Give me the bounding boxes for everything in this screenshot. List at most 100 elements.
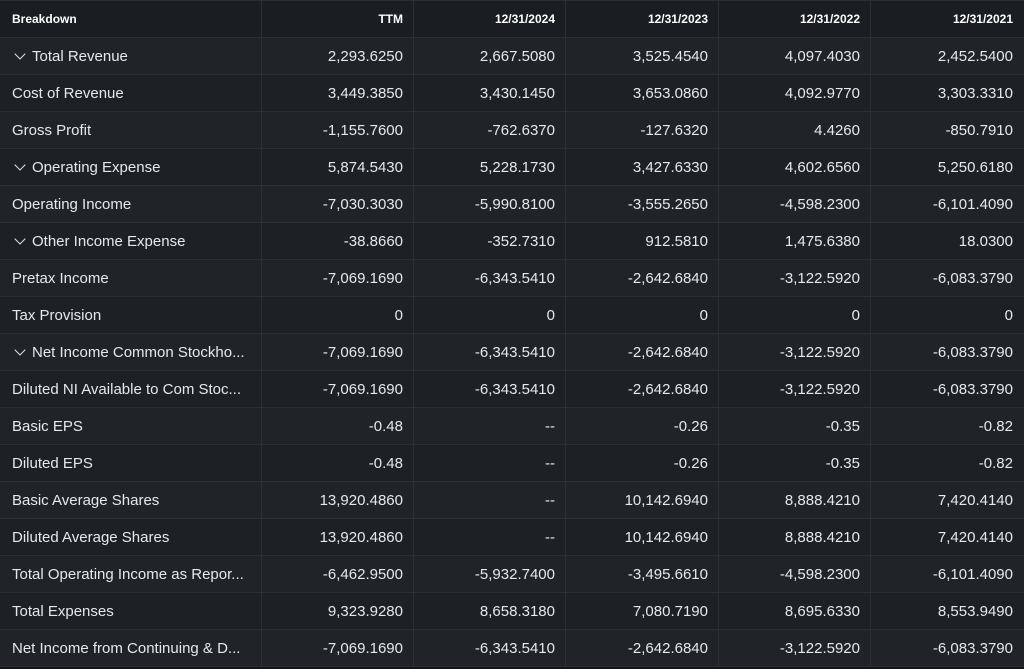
table-row[interactable]: Net Income Common Stockho... -7,069.1690-…: [0, 334, 1024, 371]
value-cell: -0.35: [719, 445, 871, 481]
header-breakdown: Breakdown: [0, 1, 262, 37]
value-cell: 8,658.3180: [414, 593, 566, 629]
value-cell: 3,427.6330: [566, 149, 719, 185]
row-label-cell: Operating Income: [0, 186, 262, 222]
table-row: Operating Income -7,030.3030 -5,990.8100 -3…: [0, 186, 1024, 223]
row-label-cell: Total Expenses: [0, 593, 262, 629]
table-header: Breakdown TTM 12/31/2024 12/31/2023 12/3…: [0, 0, 1024, 38]
header-ttm: TTM: [262, 1, 414, 37]
row-label-cell: Basic Average Shares: [0, 482, 262, 518]
row-label-cell[interactable]: Operating Expense: [0, 149, 262, 185]
value-cell: -3,555.2650: [566, 186, 719, 222]
chevron-down-icon[interactable]: [14, 159, 26, 171]
value-cell: -0.26: [566, 408, 719, 444]
value-cell: 0: [719, 297, 871, 333]
header-2023: 12/31/2023: [566, 1, 719, 37]
table-row: Net Income from Continuing & D... -7,069.…: [0, 630, 1024, 667]
value-cell: 3,303.3310: [937, 84, 1013, 102]
value-cell: 5,250.6180: [937, 158, 1013, 176]
row-label: Total Operating Income as Repor...: [12, 565, 244, 583]
row-label: Tax Provision: [12, 306, 102, 324]
value-cell: 8,553.9490: [937, 602, 1013, 620]
header-2024: 12/31/2024: [414, 1, 566, 37]
value-cell: -6,101.4090: [932, 195, 1013, 213]
value-cell: -6,462.9500: [262, 556, 414, 592]
value-cell: 0: [414, 297, 566, 333]
row-label-cell[interactable]: Other Income Expense: [0, 223, 262, 259]
value-cell: 3,653.0860: [566, 75, 719, 111]
value-cell: -6,343.5410: [414, 371, 566, 407]
value-cell: -6,343.5410: [414, 260, 566, 296]
row-label: Diluted EPS: [12, 454, 93, 472]
value-cell: 13,920.4860: [262, 519, 414, 555]
value-cell: -2,642.6840: [566, 371, 719, 407]
chevron-down-icon[interactable]: [14, 344, 26, 356]
value-cell: -7,069.1690: [262, 260, 414, 296]
value-cell: -5,932.7400: [414, 556, 566, 592]
row-label: Total Expenses: [12, 602, 114, 620]
table-row: Gross Profit -1,155.7600 -762.6370 -127.632…: [0, 112, 1024, 149]
table-row: Basic EPS -0.48 -- -0.26 -0.35 -0.82: [0, 408, 1024, 445]
row-label: Basic EPS: [12, 417, 83, 435]
row-label: Pretax Income: [12, 269, 109, 287]
value-cell: -7,069.1690: [262, 334, 414, 370]
value-cell: -0.48: [262, 445, 414, 481]
value-cell: -4,598.2300: [719, 556, 871, 592]
value-cell: 3,449.3850: [262, 75, 414, 111]
value-cell: 1,475.6380: [719, 223, 871, 259]
value-cell: 3,525.4540: [566, 38, 719, 74]
table-row[interactable]: Total Revenue 2,293.6250 2,667.5080 3,525.4…: [0, 38, 1024, 75]
table-body: Total Revenue 2,293.6250 2,667.5080 3,525.4…: [0, 38, 1024, 667]
value-cell: 4,092.9770: [719, 75, 871, 111]
row-label: Operating Income: [12, 195, 132, 213]
value-cell: -6,083.3790: [932, 269, 1013, 287]
row-label: Total Revenue: [32, 47, 128, 65]
value-cell: -2,642.6840: [566, 334, 719, 370]
header-2021: 12/31/2021: [952, 12, 1013, 26]
value-cell: -762.6370: [414, 112, 566, 148]
table-row: Total Operating Income as Repor... -6,462…: [0, 556, 1024, 593]
value-cell: 0: [262, 297, 414, 333]
value-cell: 0: [1004, 306, 1013, 324]
chevron-down-icon[interactable]: [14, 233, 26, 245]
row-label: Net Income Common Stockho...: [32, 343, 245, 361]
row-label-cell[interactable]: Total Revenue: [0, 38, 262, 74]
header-2022: 12/31/2022: [719, 1, 871, 37]
row-label-cell: Total Operating Income as Repor...: [0, 556, 262, 592]
value-cell: 2,293.6250: [262, 38, 414, 74]
table-row: Diluted EPS -0.48 -- -0.26 -0.35 -0.82: [0, 445, 1024, 482]
value-cell: -3,122.5920: [719, 260, 871, 296]
value-cell: 10,142.6940: [566, 482, 719, 518]
row-label-cell[interactable]: Net Income Common Stockho...: [0, 334, 262, 370]
value-cell: -3,122.5920: [719, 630, 871, 666]
chevron-down-icon[interactable]: [14, 48, 26, 60]
value-cell: --: [414, 482, 566, 518]
value-cell: -2,642.6840: [566, 630, 719, 666]
value-cell: 2,667.5080: [414, 38, 566, 74]
table-row: Tax Provision 0 0 0 0 0: [0, 297, 1024, 334]
table-row: Diluted NI Available to Com Stoc... -7,06…: [0, 371, 1024, 408]
row-label-cell: Basic EPS: [0, 408, 262, 444]
table-row: Cost of Revenue 3,449.3850 3,430.1450 3,653…: [0, 75, 1024, 112]
value-cell: -6,083.3790: [932, 343, 1013, 361]
value-cell: -850.7910: [945, 121, 1013, 139]
value-cell: -6,101.4090: [932, 565, 1013, 583]
value-cell: 10,142.6940: [566, 519, 719, 555]
value-cell: -0.82: [978, 454, 1013, 472]
table-row[interactable]: Other Income Expense -38.8660 -352.7310 912…: [0, 223, 1024, 260]
table-row: Total Expenses 9,323.9280 8,658.3180 7,080.…: [0, 593, 1024, 630]
row-label-cell: Gross Profit: [0, 112, 262, 148]
value-cell: -0.48: [262, 408, 414, 444]
value-cell: -1,155.7600: [262, 112, 414, 148]
value-cell: -0.26: [566, 445, 719, 481]
value-cell: --: [414, 408, 566, 444]
value-cell: 7,080.7190: [566, 593, 719, 629]
row-label: Diluted Average Shares: [12, 528, 170, 546]
value-cell: -6,083.3790: [932, 639, 1013, 657]
value-cell: -3,122.5920: [719, 334, 871, 370]
table-row[interactable]: Operating Expense 5,874.5430 5,228.1730 3,4…: [0, 149, 1024, 186]
value-cell: -4,598.2300: [719, 186, 871, 222]
value-cell: -6,343.5410: [414, 334, 566, 370]
row-label: Diluted NI Available to Com Stoc...: [12, 380, 241, 398]
